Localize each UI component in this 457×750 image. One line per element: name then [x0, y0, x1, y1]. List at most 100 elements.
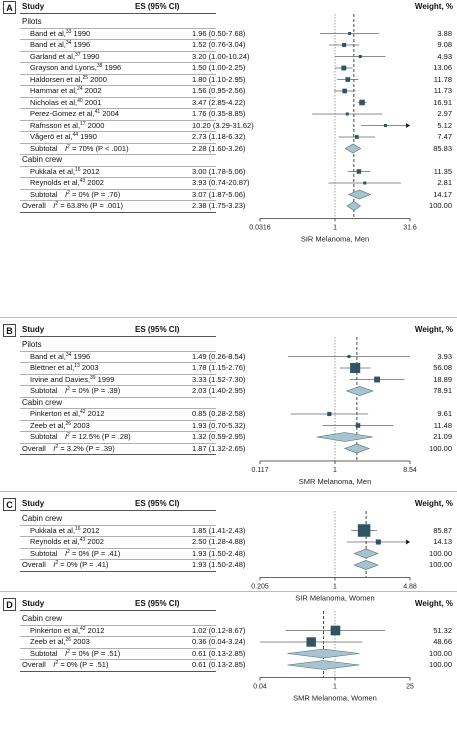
study-year: 2012 [80, 525, 100, 535]
subtotal-label: Subtotal I2 = 0% (P = .76) [30, 190, 120, 199]
point-estimate-marker [363, 181, 367, 185]
column-header-study: Study [22, 599, 45, 608]
row-rule [20, 536, 216, 537]
study-author: Blettner et al, [30, 363, 75, 372]
i2-equals: = [69, 143, 79, 153]
study-ref: 41 [94, 109, 101, 115]
group-rule [20, 524, 216, 526]
i2-equals: = [58, 560, 67, 569]
study-ref: 16 [75, 166, 81, 173]
study-es: 3.47 (2.85-4.22) [192, 97, 246, 107]
overall-label: Overall I2 = 63.8% (P = .001) [22, 201, 123, 210]
group-rule [20, 408, 216, 409]
study-author: Pukkala et al, [30, 166, 76, 176]
study-author: Band et al, [30, 351, 66, 361]
study-label: Garland et al,37 1990 [30, 52, 99, 61]
study-ref: 13 [74, 363, 80, 369]
row-rule [20, 647, 216, 649]
study-es: 1.50 (1.00-2.25) [192, 63, 246, 72]
i2-value: 0% (P = .41) [78, 548, 121, 558]
study-ref: 40 [77, 97, 83, 104]
x-axis-label: SMR Melanoma, Men [299, 477, 372, 486]
subtotal-rule [20, 396, 216, 398]
subtotal-rule [20, 559, 216, 560]
x-tick-label: 1 [333, 467, 337, 474]
header-rule [20, 336, 216, 337]
row-rule [20, 431, 216, 432]
study-year: 2001 [82, 97, 102, 107]
study-label: Band et al,34 1996 [30, 40, 90, 49]
study-weight: 51.32 [433, 625, 452, 635]
pooled-estimate-diamond [353, 548, 379, 559]
subtotal-rule [20, 442, 216, 444]
i2-equals: = [69, 548, 79, 558]
study-author: Reynolds et al, [30, 178, 80, 187]
study-year: 1996 [71, 351, 91, 361]
row-rule [20, 62, 216, 63]
x-tick-label: 25 [406, 684, 414, 691]
column-header-study: Study [22, 499, 45, 508]
pooled-estimate-diamond [344, 143, 362, 154]
study-weight: 56.08 [433, 363, 452, 372]
group-rule [20, 27, 216, 29]
study-label: Zeeb et al,26 2003 [30, 421, 90, 430]
panel-separator [0, 491, 457, 492]
x-tick-label: 1 [333, 684, 337, 691]
study-year: 2012 [85, 625, 105, 635]
study-ref: 42 [80, 625, 86, 632]
study-year: 1990 [80, 51, 100, 61]
x-tick-label: 0.04 [253, 684, 267, 691]
study-weight: 3.88 [437, 28, 452, 38]
panel-separator [0, 317, 457, 318]
i2-equals: = [58, 443, 67, 453]
header-rule [20, 13, 216, 14]
study-author: Band et al, [30, 28, 66, 38]
column-header-weight: Weight, % [414, 2, 453, 11]
column-header-es: ES (95% CI) [135, 499, 180, 508]
group-label: Cabin crew [22, 155, 63, 164]
row-rule [20, 73, 216, 75]
row-rule [20, 85, 216, 86]
subtotal-rule [20, 200, 216, 201]
row-rule [20, 50, 216, 52]
x-tick-label: 1 [333, 225, 337, 232]
x-axis-label: SIR Melanoma, Men [301, 235, 369, 244]
subtotal-label: Subtotal I2 = 0% (P = .41) [30, 549, 120, 558]
i2-exponent: 2 [55, 660, 59, 666]
study-weight: 2.97 [437, 109, 452, 118]
study-year: 2003 [71, 420, 90, 430]
overall-weight: 100.00 [429, 443, 452, 453]
pooled-estimate-diamond [346, 201, 362, 211]
study-es: 0.85 (0.28-2.58) [192, 409, 246, 418]
column-header-weight: Weight, % [414, 599, 453, 608]
column-header-es: ES (95% CI) [135, 325, 180, 334]
subtotal-word: Subtotal [30, 432, 58, 441]
study-ref: 38 [96, 63, 103, 69]
subtotal-word: Subtotal [30, 143, 58, 153]
study-year: 2003 [71, 637, 90, 646]
subtotal-rule [20, 659, 216, 660]
panel-separator [0, 591, 457, 592]
point-estimate-marker [374, 376, 381, 383]
study-es: 3.93 (0.74-20.87) [192, 178, 250, 187]
study-ref: 43 [79, 178, 86, 184]
i2-symbol: I [65, 143, 68, 153]
study-ref: 25 [82, 74, 89, 81]
study-weight: 7.47 [437, 132, 452, 141]
study-year: 2000 [88, 74, 107, 84]
overall-label: Overall I2 = 0% (P = .41) [22, 560, 108, 569]
group-label: Cabin crew [22, 514, 63, 523]
study-weight: 11.35 [433, 166, 452, 176]
i2-value: 3.2% (P = .39) [66, 443, 115, 453]
study-weight: 14.13 [433, 537, 452, 546]
subtotal-word: Subtotal [30, 386, 58, 395]
pooled-estimate-diamond [316, 432, 373, 442]
study-label: Hammar et al,24 2002 [30, 86, 101, 95]
overall-word: Overall [22, 560, 46, 569]
study-ref: 26 [65, 420, 72, 427]
i2-equals: = [58, 201, 67, 210]
study-author: Pinkerton et al, [30, 409, 81, 418]
x-tick-label: 1 [333, 584, 337, 591]
column-header-weight: Weight, % [414, 499, 453, 508]
group-rule [20, 624, 216, 626]
